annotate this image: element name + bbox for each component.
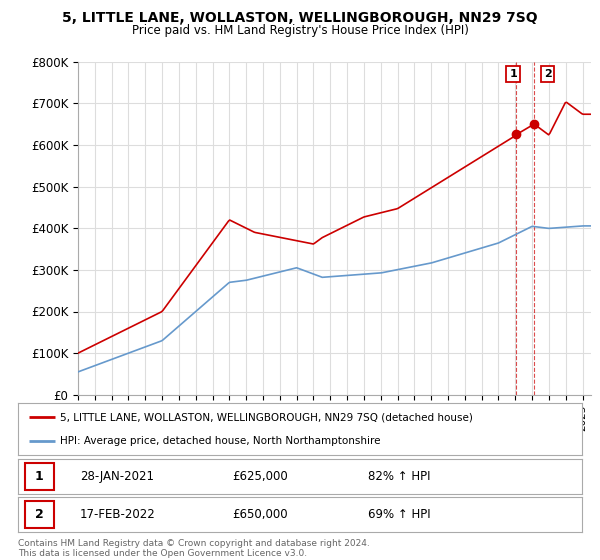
Text: 1: 1 bbox=[509, 69, 517, 79]
Text: 17-FEB-2022: 17-FEB-2022 bbox=[80, 508, 156, 521]
Text: Contains HM Land Registry data © Crown copyright and database right 2024.
This d: Contains HM Land Registry data © Crown c… bbox=[18, 539, 370, 558]
FancyBboxPatch shape bbox=[25, 501, 54, 528]
Text: £650,000: £650,000 bbox=[232, 508, 288, 521]
Text: Price paid vs. HM Land Registry's House Price Index (HPI): Price paid vs. HM Land Registry's House … bbox=[131, 24, 469, 36]
Text: £625,000: £625,000 bbox=[232, 470, 288, 483]
Text: HPI: Average price, detached house, North Northamptonshire: HPI: Average price, detached house, Nort… bbox=[60, 436, 381, 446]
Text: 82% ↑ HPI: 82% ↑ HPI bbox=[368, 470, 430, 483]
Text: 2: 2 bbox=[544, 69, 551, 79]
Text: 28-JAN-2021: 28-JAN-2021 bbox=[80, 470, 154, 483]
Text: 1: 1 bbox=[35, 470, 44, 483]
Text: 69% ↑ HPI: 69% ↑ HPI bbox=[368, 508, 430, 521]
Text: 5, LITTLE LANE, WOLLASTON, WELLINGBOROUGH, NN29 7SQ: 5, LITTLE LANE, WOLLASTON, WELLINGBOROUG… bbox=[62, 11, 538, 25]
Text: 5, LITTLE LANE, WOLLASTON, WELLINGBOROUGH, NN29 7SQ (detached house): 5, LITTLE LANE, WOLLASTON, WELLINGBOROUG… bbox=[60, 412, 473, 422]
Text: 2: 2 bbox=[35, 508, 44, 521]
FancyBboxPatch shape bbox=[25, 463, 54, 489]
